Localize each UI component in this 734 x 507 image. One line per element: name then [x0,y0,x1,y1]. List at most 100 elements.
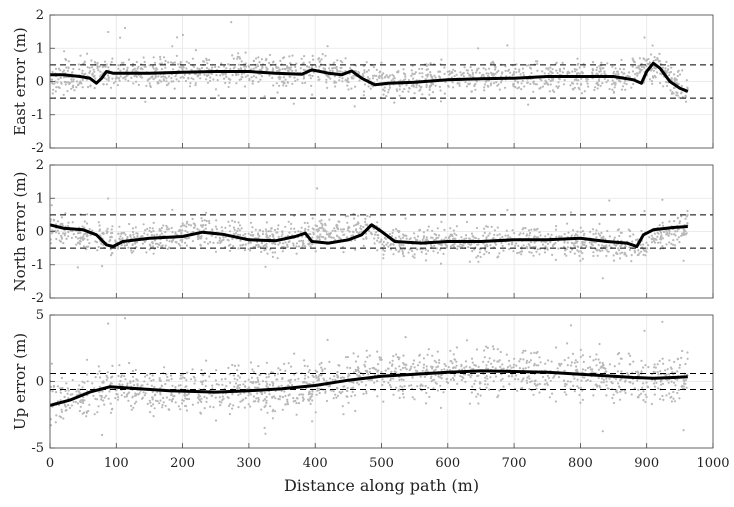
scatter-point [597,79,601,83]
scatter-point [451,81,454,84]
scatter-point [566,364,569,367]
scatter-point [380,61,383,64]
scatter-point [205,237,208,240]
scatter-point [540,79,543,82]
scatter-point [453,75,456,78]
scatter-point [591,67,594,71]
scatter-point [422,237,425,240]
scatter-point [533,236,536,239]
scatter-point [52,385,56,388]
scatter-point [460,378,463,382]
scatter-point [496,234,499,237]
scatter-point [575,365,578,368]
scatter-point [396,229,399,232]
scatter-point [372,66,375,69]
scatter-point [446,70,449,73]
scatter-point [581,243,584,246]
scatter-point [368,215,371,218]
scatter-point [178,66,181,69]
scatter-point [133,384,136,387]
scatter-point [204,227,207,230]
scatter-point [283,56,286,59]
scatter-point [584,369,587,372]
scatter-point [599,234,602,237]
scatter-point [668,241,671,244]
scatter-point [256,63,259,66]
scatter-point [247,232,250,235]
scatter-point [381,77,384,80]
scatter-point [549,79,552,83]
scatter-point [412,85,415,88]
scatter-point [512,250,515,253]
scatter-point [336,228,340,231]
scatter-point [244,75,247,78]
scatter-point [317,75,320,79]
scatter-point [346,229,349,232]
scatter-point [142,223,145,226]
scatter-point [231,74,234,77]
scatter-point [673,381,676,384]
scatter-point [240,60,243,63]
scatter-point [686,209,689,213]
scatter-point [342,376,346,379]
scatter-point [50,81,54,84]
scatter-point [198,229,201,232]
scatter-point [592,359,595,362]
scatter-point [98,370,101,373]
scatter-point [131,369,134,373]
scatter-point [579,386,583,389]
scatter-point [128,361,131,365]
scatter-point [578,254,581,257]
scatter-point [551,253,554,256]
scatter-point [148,243,151,246]
scatter-point [659,72,662,75]
scatter-point [181,67,184,70]
scatter-point [611,79,614,82]
scatter-point [465,339,469,342]
scatter-point [205,219,208,223]
scatter-point [530,380,534,383]
scatter-point [535,236,538,239]
scatter-point [359,224,362,228]
scatter-point [484,68,487,71]
scatter-point [486,346,489,349]
scatter-point [68,406,72,410]
scatter-point [249,249,252,252]
scatter-point [578,88,581,91]
scatter-point [303,55,306,58]
scatter-point [588,241,591,244]
scatter-point [579,259,582,262]
scatter-point [439,248,442,251]
scatter-point [184,404,187,408]
scatter-point [94,397,97,400]
scatter-point [60,376,64,380]
scatter-point [401,386,404,389]
scatter-point [435,247,438,250]
scatter-point [167,228,170,231]
scatter-point [642,399,645,402]
scatter-point [623,82,626,85]
scatter-point [343,385,346,388]
scatter-point [562,67,566,70]
scatter-point [474,364,477,367]
scatter-point [92,394,95,397]
scatter-point [566,342,569,345]
scatter-point [591,228,595,231]
scatter-point [502,367,505,370]
scatter-point [296,78,299,81]
scatter-point [331,229,334,232]
scatter-point [582,360,585,363]
scatter-point [474,82,477,86]
scatter-point [572,82,575,85]
scatter-point [254,386,257,389]
scatter-point [483,83,487,86]
scatter-point [52,88,55,91]
scatter-point [521,79,524,82]
scatter-point [171,231,174,234]
scatter-point [149,411,152,414]
scatter-point [644,400,647,404]
scatter-point [264,248,267,251]
scatter-point [350,234,353,237]
scatter-point [676,370,679,373]
scatter-point [678,366,681,369]
